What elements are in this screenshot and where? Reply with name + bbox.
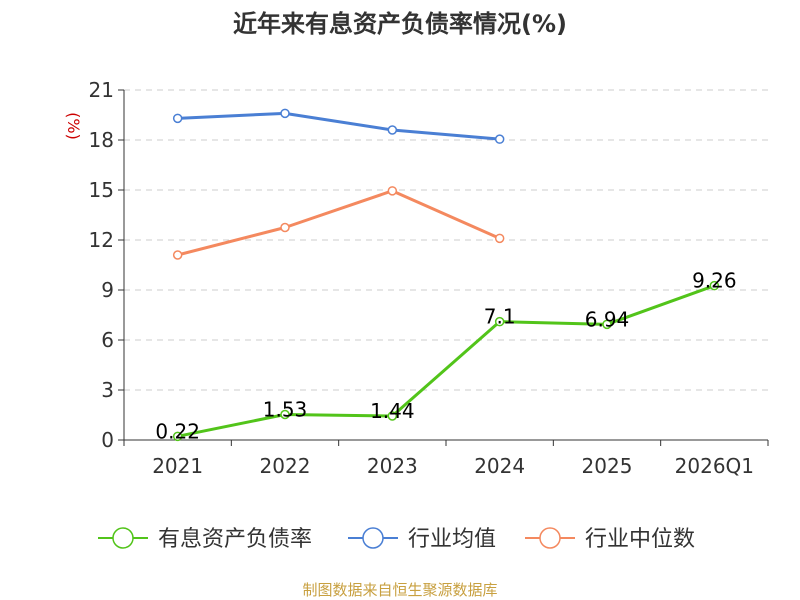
series-point: [280, 108, 290, 119]
series-point: [387, 186, 398, 196]
data-label: 0.22: [155, 419, 200, 443]
x-tick-label: 2026Q1: [675, 454, 754, 478]
series-point: [387, 125, 398, 135]
x-tick-label: 2021: [152, 454, 203, 478]
y-axis-unit: (%): [64, 112, 83, 140]
series-point: [387, 411, 398, 421]
y-tick-label: 15: [89, 178, 114, 202]
y-tick-label: 21: [89, 78, 114, 102]
data-label: 1.53: [263, 398, 308, 422]
y-tick-label: 12: [89, 228, 114, 252]
data-label: 7.1: [484, 305, 516, 329]
grid-lines: [124, 89, 768, 391]
y-tick-label: 9: [101, 278, 114, 302]
legend-item: 有息资产负债率: [98, 527, 312, 552]
data-label: 9.26: [692, 269, 737, 293]
y-tick-label: 3: [101, 378, 114, 402]
data-label: 1.44: [370, 399, 415, 423]
series-point: [494, 134, 505, 144]
legend: 有息资产负债率 行业均值 行业中位数: [98, 527, 695, 552]
data-labels: 0.22 1.53 1.44 7.1 6.94 9.26: [155, 269, 736, 444]
y-tick-label: 18: [89, 128, 114, 152]
legend-marker: [362, 527, 384, 549]
series-point: [494, 316, 505, 327]
series-line: [177, 189, 501, 257]
series-line: [177, 111, 500, 141]
y-tick-label: 6: [101, 328, 114, 352]
legend-label: 行业中位数: [585, 527, 695, 552]
axes: 0 3 6 9 12 15 18 21 2021 2022 2023 2024 2025 2026Q1: [89, 78, 769, 478]
series-point: [172, 431, 183, 442]
series-point: [280, 222, 290, 233]
series-point: [172, 250, 183, 260]
chart-title: 近年来有息资产负债率情况(%): [233, 10, 567, 38]
legend-marker: [539, 527, 561, 549]
series-point: [172, 113, 183, 124]
x-tick-label: 2025: [582, 454, 633, 478]
source-note: 制图数据来自恒生聚源数据库: [302, 581, 497, 599]
legend-item: 行业均值: [348, 527, 496, 552]
series-point: [709, 280, 720, 291]
legend-item: 行业中位数: [525, 527, 695, 552]
legend-marker: [112, 527, 134, 549]
x-tick-label: 2024: [474, 454, 525, 478]
series-point: [280, 409, 290, 420]
legend-label: 有息资产负债率: [158, 527, 312, 552]
x-tick-label: 2023: [367, 454, 418, 478]
x-tick-label: 2022: [260, 454, 311, 478]
series-point: [602, 319, 612, 330]
y-tick-label: 0: [101, 428, 114, 452]
series-line: [177, 284, 715, 438]
series-layer: [172, 108, 720, 442]
legend-label: 行业均值: [408, 527, 496, 552]
data-label: 6.94: [585, 307, 630, 331]
series-point: [494, 233, 505, 244]
